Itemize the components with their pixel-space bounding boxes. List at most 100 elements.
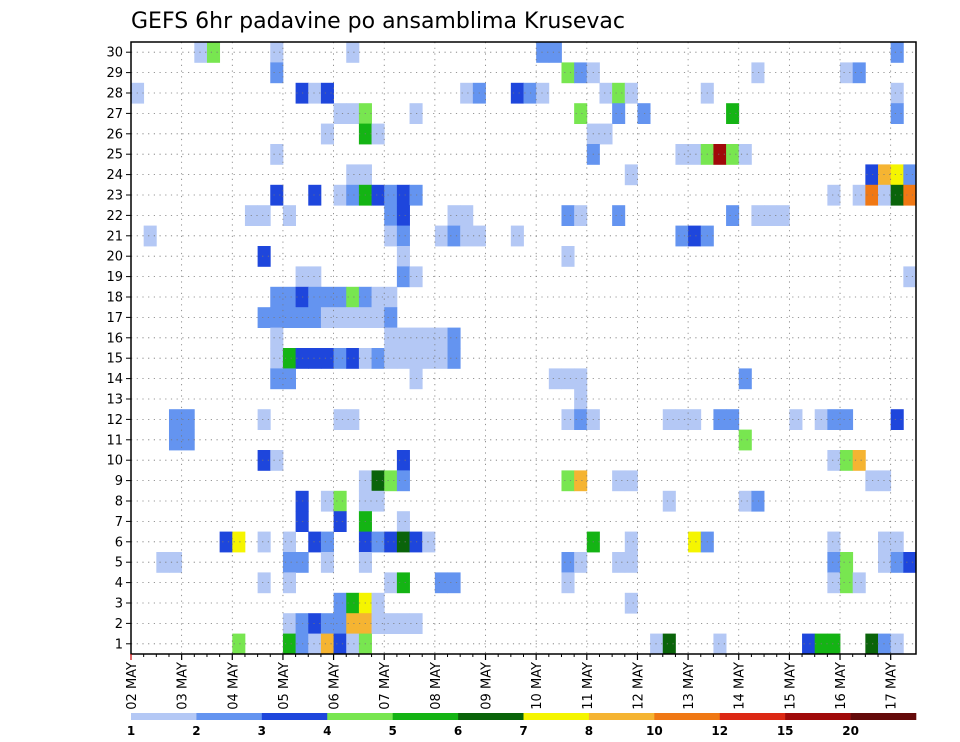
- heatmap-cell: [890, 409, 904, 430]
- heatmap-cell: [624, 552, 638, 573]
- colorbar-swatch: [131, 713, 197, 720]
- heatmap-cell: [510, 82, 524, 104]
- heatmap-cell: [396, 470, 410, 492]
- y-tick-label: 25: [106, 148, 123, 163]
- colorbar-label: 8: [585, 724, 593, 738]
- heatmap-cell: [890, 103, 904, 124]
- heatmap-cell: [447, 348, 461, 369]
- heatmap-cell: [396, 184, 410, 206]
- heatmap-cell: [371, 286, 385, 308]
- y-tick-label: 3: [115, 597, 123, 612]
- y-tick-label: 9: [115, 474, 123, 489]
- y-tick-label: 28: [106, 87, 123, 102]
- heatmap-cell: [903, 266, 917, 288]
- heatmap-cell: [574, 388, 588, 410]
- heatmap-cell: [396, 531, 410, 553]
- heatmap-cell: [827, 450, 841, 471]
- heatmap-cell: [536, 82, 550, 104]
- heatmap-cell: [726, 144, 740, 165]
- heatmap-cell: [460, 225, 474, 247]
- heatmap-cell: [371, 348, 385, 369]
- heatmap-cell: [308, 348, 322, 369]
- heatmap-cell: [827, 531, 841, 553]
- heatmap-cell: [333, 633, 347, 655]
- heatmap-cell: [270, 368, 284, 390]
- heatmap-cell: [840, 572, 854, 594]
- heatmap-cell: [548, 368, 562, 390]
- heatmap-cell: [422, 531, 436, 553]
- heatmap-cell: [308, 286, 322, 308]
- heatmap-cell: [447, 572, 461, 594]
- heatmap-cell: [751, 205, 765, 226]
- colorbar-swatch: [327, 713, 393, 720]
- heatmap-cell: [346, 184, 360, 206]
- colorbar-swatch: [392, 713, 459, 720]
- y-tick-label: 22: [106, 209, 123, 224]
- heatmap-cell: [371, 470, 385, 492]
- x-tick-label: 15 MAY: [783, 662, 798, 710]
- y-axis: 1234567891011121314151617181920212223242…: [106, 46, 131, 652]
- heatmap-cell: [599, 123, 613, 145]
- heatmap-cell: [371, 613, 385, 634]
- heatmap-cell: [561, 470, 575, 492]
- heatmap-cell: [624, 164, 638, 186]
- heatmap-cell: [320, 123, 334, 145]
- heatmap-cell: [384, 184, 398, 206]
- y-tick-label: 5: [115, 556, 123, 571]
- heatmap-cell: [346, 286, 360, 308]
- x-tick-label: 13 MAY: [682, 662, 697, 710]
- cells-layer: [131, 42, 917, 655]
- colorbar-swatch: [588, 713, 655, 720]
- x-axis: 02 MAY 03 MAY 04 MAY 05 MAY 06 MAY 07 MAY 08 M…: [125, 654, 900, 710]
- x-tick-label: 08 MAY: [429, 662, 444, 710]
- heatmap-cell: [257, 246, 271, 267]
- heatmap-cell: [852, 572, 866, 594]
- x-tick-label: 14 MAY: [733, 662, 748, 710]
- heatmap-cell: [371, 307, 385, 328]
- heatmap-cell: [852, 62, 866, 84]
- y-tick-label: 7: [115, 515, 123, 530]
- heatmap-cell: [320, 613, 334, 634]
- heatmap-cell: [282, 613, 296, 634]
- heatmap-cell: [561, 368, 575, 390]
- heatmap-cell: [282, 348, 296, 369]
- heatmap-cell: [612, 103, 626, 124]
- colorbar-label: 20: [842, 724, 859, 738]
- y-tick-label: 2: [115, 617, 123, 632]
- heatmap-cell: [168, 429, 183, 451]
- heatmap-cell: [789, 409, 803, 430]
- heatmap-cell: [675, 225, 689, 247]
- heatmap-cell: [624, 470, 638, 492]
- heatmap-cell: [460, 205, 474, 226]
- x-tick-label: 05 MAY: [277, 662, 292, 710]
- heatmap-cell: [662, 409, 676, 430]
- heatmap-cell: [561, 409, 575, 430]
- colorbar-label: 12: [711, 724, 728, 738]
- heatmap-cell: [827, 633, 841, 655]
- colorbar-label: 2: [192, 724, 200, 738]
- heatmap-cell: [232, 531, 246, 553]
- heatmap-cell: [320, 633, 334, 655]
- heatmap-cell: [738, 429, 752, 451]
- heatmap-cell: [282, 633, 296, 655]
- heatmap-cell: [865, 470, 879, 492]
- heatmap-cell: [612, 552, 626, 573]
- y-tick-label: 26: [106, 127, 123, 142]
- y-tick-label: 12: [106, 413, 123, 428]
- heatmap-cell: [738, 368, 752, 390]
- heatmap-cell: [865, 633, 879, 655]
- heatmap-cell: [346, 307, 360, 328]
- heatmap-cell: [270, 327, 284, 349]
- heatmap-cell: [561, 62, 575, 84]
- heatmap-cell: [270, 307, 284, 328]
- heatmap-cell: [637, 103, 651, 124]
- heatmap-cell: [333, 103, 347, 124]
- heatmap-cell: [346, 613, 360, 634]
- heatmap-cell: [333, 409, 347, 430]
- x-tick-label: 17 MAY: [885, 662, 900, 710]
- heatmap-cell: [434, 572, 448, 594]
- heatmap-cell: [194, 42, 208, 63]
- heatmap-cell: [282, 531, 296, 553]
- heatmap-cell: [574, 409, 588, 430]
